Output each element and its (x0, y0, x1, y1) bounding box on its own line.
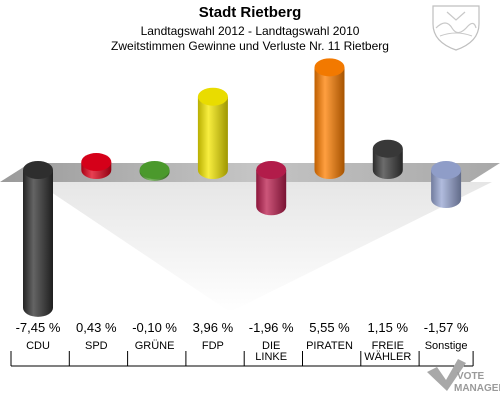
coat-of-arms-logo (432, 5, 480, 51)
value-label-spd: 0,43 % (76, 320, 117, 335)
value-label-cdu: -7,45 % (16, 320, 61, 335)
votemanager-logo: VOTE MANAGER (427, 359, 500, 394)
bar-sonstige (431, 161, 462, 209)
value-label-fdp: 3,96 % (193, 320, 234, 335)
brand-line-2: MANAGER (454, 383, 500, 394)
category-label-piraten: PIRATEN (306, 340, 353, 352)
bar-die-linke (256, 161, 287, 216)
zero-baseline (0, 163, 500, 182)
chart-title: Stadt Rietberg (199, 4, 302, 21)
category-label-die-linke: DIE LINKE (255, 340, 287, 363)
value-label-piraten: 5,55 % (309, 320, 350, 335)
category-label-cdu: CDU (26, 340, 50, 352)
category-label-sonstige: Sonstige (425, 340, 468, 352)
category-labels-layer: CDU SPD GRÜNE FDP DIE LINKE PIRATEN FREIE WÄHLER… (10, 340, 474, 367)
bar-cdu (23, 161, 53, 317)
chart-subtitle-1: Landtagswahl 2012 - Landtagswahl 2010 (141, 24, 360, 38)
category-label-spd: SPD (85, 340, 108, 352)
bar-freie-wähler (372, 139, 403, 179)
brand-line-1: VOTE (457, 371, 485, 382)
bar-spd (81, 153, 112, 179)
checkmark-icon (427, 359, 466, 391)
category-label-freie-wähler: FREIE WÄHLER (364, 340, 411, 363)
value-label-die-linke: -1,96 % (249, 320, 294, 335)
bar-fdp (197, 87, 228, 179)
category-label-grüne: GRÜNE (135, 340, 175, 352)
chart-subtitle-2: Zweitstimmen Gewinne und Verluste Nr. 11… (111, 39, 389, 53)
bar-piraten (314, 58, 345, 179)
category-label-fdp: FDP (202, 340, 224, 352)
value-labels-layer: -7,45 % 0,43 % -0,10 % 3,96 % -1,96 % 5,55 % 1… (16, 320, 469, 335)
value-label-sonstige: -1,57 % (424, 320, 469, 335)
value-label-grüne: -0,10 % (132, 320, 177, 335)
bars-layer (23, 58, 462, 317)
baseline-shadow (36, 182, 492, 312)
value-label-freie-wähler: 1,15 % (368, 320, 409, 335)
bar-grüne (139, 161, 170, 181)
